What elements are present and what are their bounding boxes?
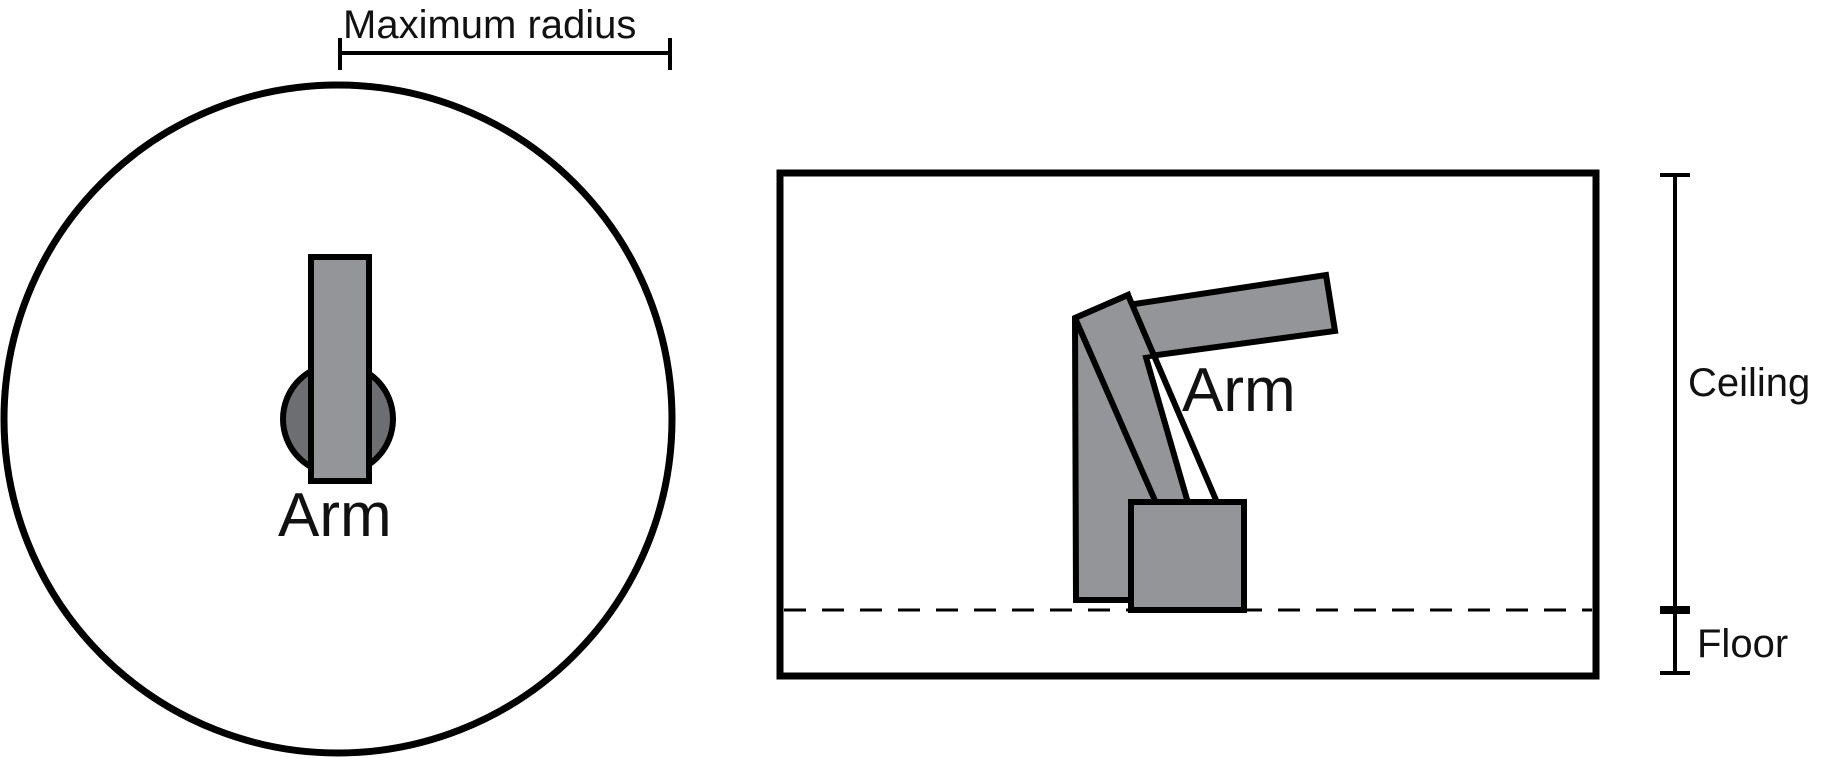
max-radius-bracket xyxy=(338,38,672,70)
arm-base-box xyxy=(1128,499,1247,613)
ceiling-label: Ceiling xyxy=(1688,361,1810,405)
top-arm-label: Arm xyxy=(278,481,392,550)
floor-label: Floor xyxy=(1697,622,1788,666)
arm-top-rect xyxy=(308,254,372,484)
arm-lower-link-left-edge xyxy=(1072,316,1163,514)
height-dimension xyxy=(1660,173,1690,675)
side-view: Arm Ceiling Floor xyxy=(776,169,1810,680)
max-radius-label: Maximum radius xyxy=(343,3,636,47)
side-arm-label: Arm xyxy=(1182,356,1296,425)
arm-joint-outline xyxy=(1073,291,1219,502)
top-view: Maximum radius Arm xyxy=(0,3,676,757)
